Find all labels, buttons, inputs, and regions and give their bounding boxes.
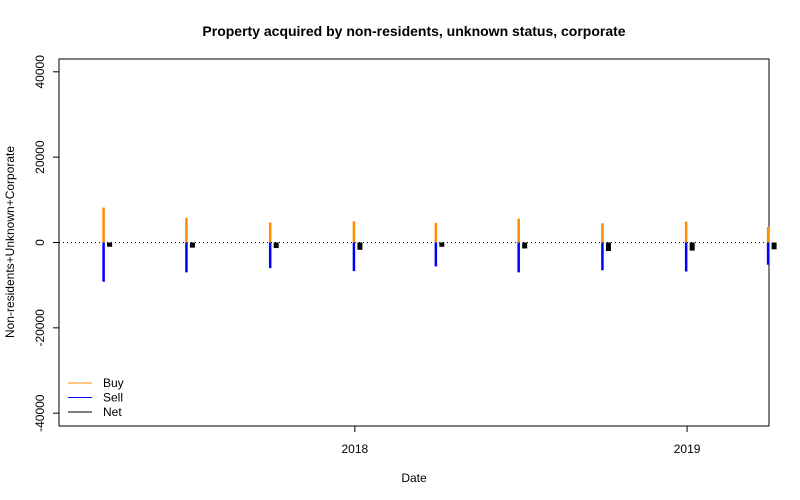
y-tick-label: -20000 (33, 309, 47, 347)
legend-label-sell: Sell (103, 391, 123, 405)
y-tick-label: 40000 (33, 55, 47, 89)
x-tick-label: 2019 (674, 442, 701, 456)
chart-marks (59, 207, 777, 282)
x-axis-label: Date (401, 471, 427, 485)
y-tick-label: 0 (33, 239, 47, 246)
plot-frame (58, 58, 770, 427)
y-axis-label: Non-residents+Unknown+Corporate (3, 146, 17, 338)
y-tick-label: 20000 (33, 140, 47, 174)
legend-label-buy: Buy (103, 376, 124, 390)
y-axis: -40000 -20000 0 20000 40000 (33, 55, 60, 432)
x-axis: 2018 2019 (341, 426, 701, 456)
y-tick-label: -40000 (33, 394, 47, 432)
chart-title: Property acquired by non-residents, unkn… (202, 23, 625, 39)
legend-label-net: Net (103, 405, 122, 419)
x-tick-label: 2018 (341, 442, 368, 456)
